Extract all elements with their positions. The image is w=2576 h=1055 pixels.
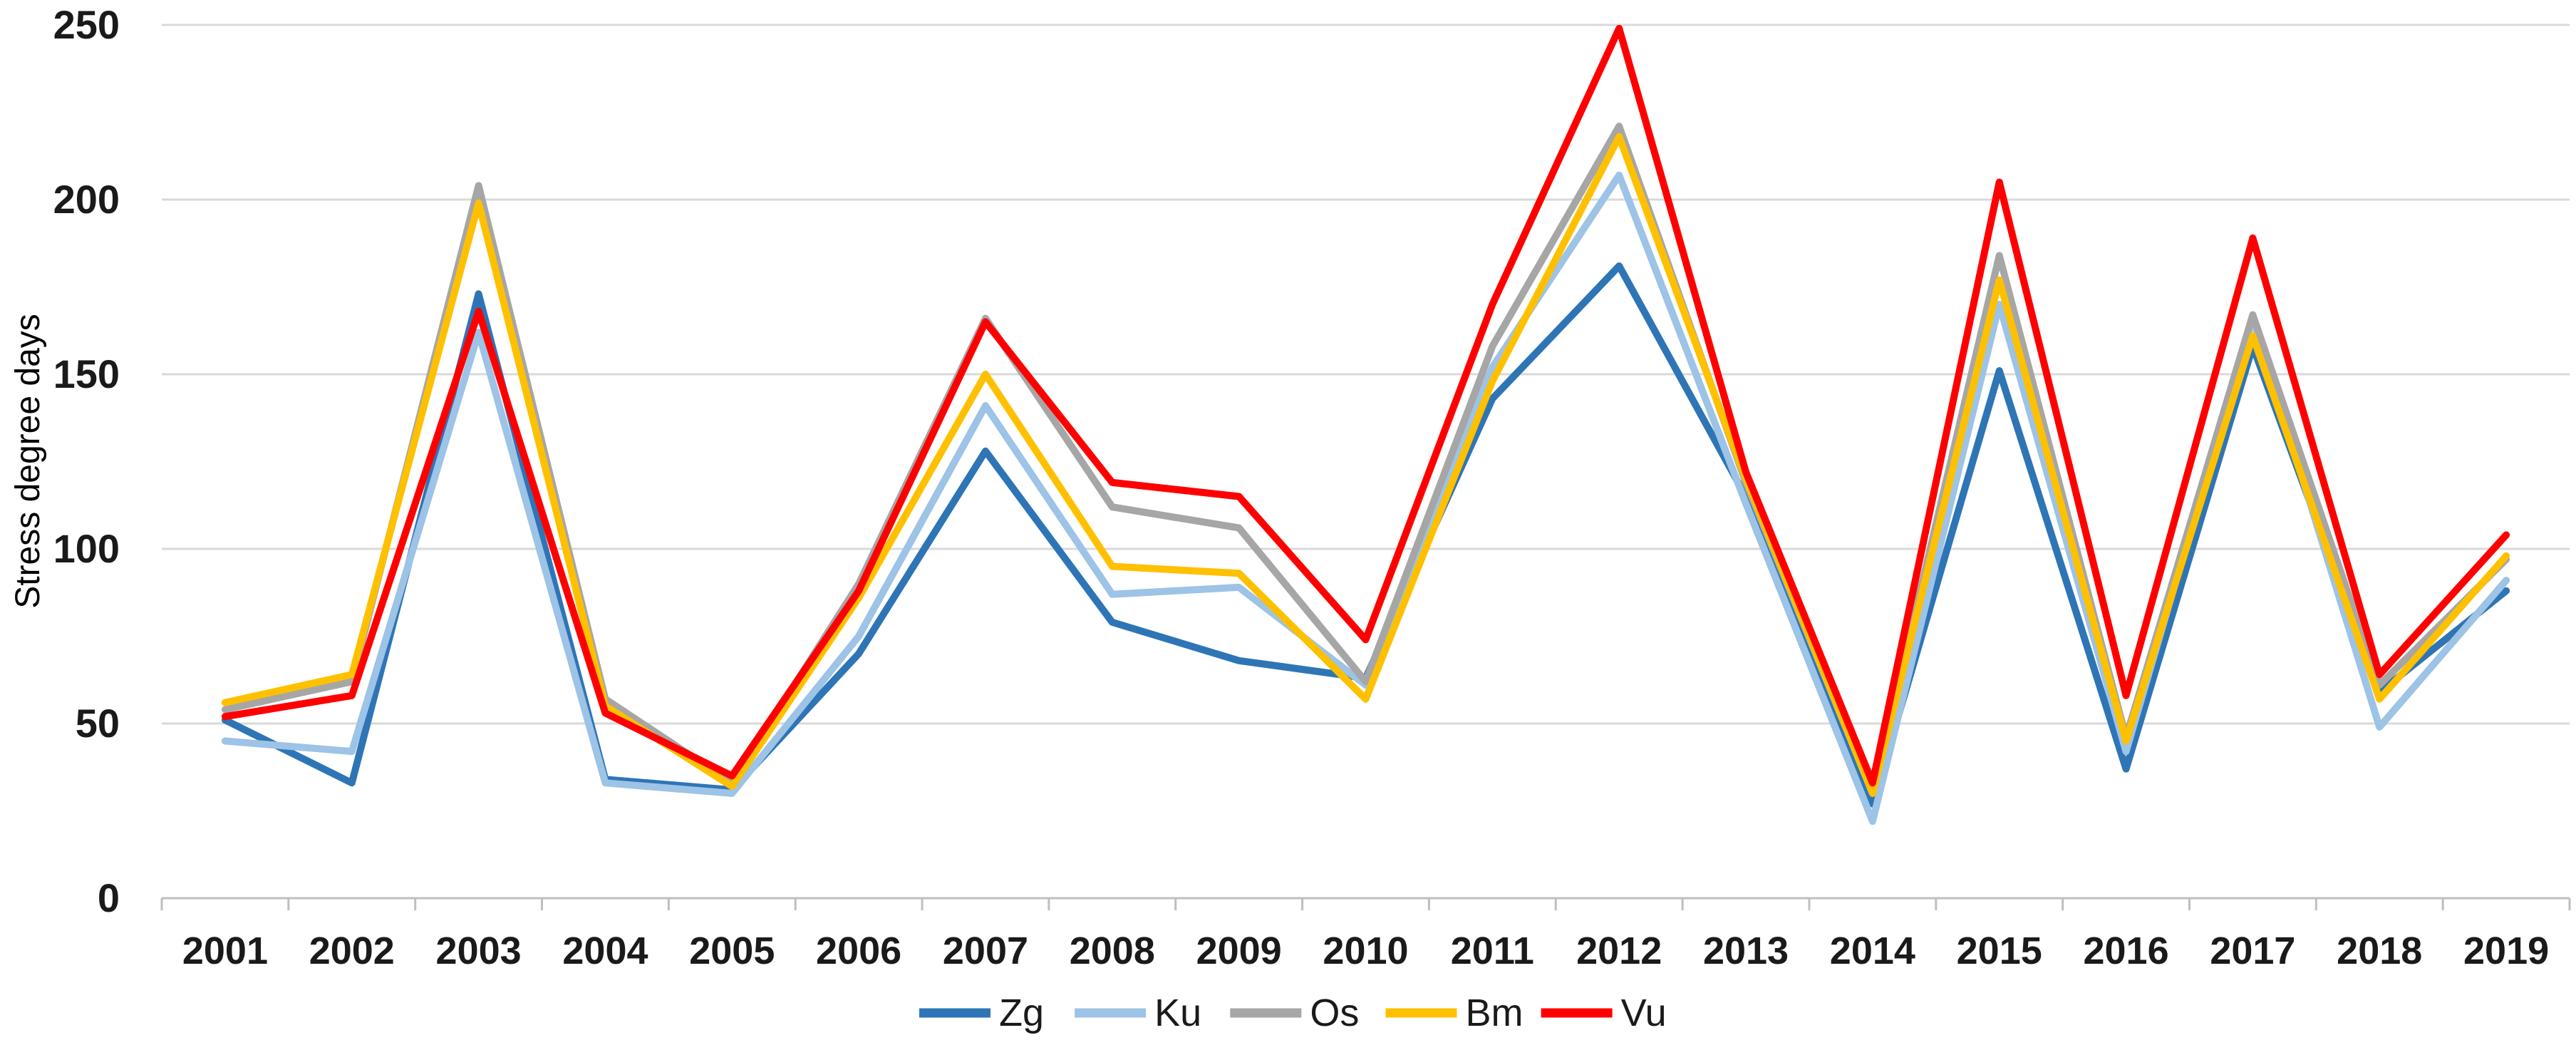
- x-tick-label-2002: 2002: [309, 930, 395, 972]
- y-tick-label-200: 200: [53, 177, 120, 222]
- legend-label-Zg: Zg: [999, 992, 1044, 1034]
- y-tick-label-50: 50: [76, 701, 120, 746]
- x-tick-label-2011: 2011: [1451, 930, 1534, 972]
- legend-label-Bm: Bm: [1465, 992, 1523, 1034]
- x-tick-label-2010: 2010: [1323, 930, 1408, 972]
- x-tick-label-2003: 2003: [436, 930, 522, 972]
- series-line-Vu: [221, 24, 2510, 787]
- legend-label-Ku: Ku: [1154, 992, 1201, 1034]
- legend-label-Os: Os: [1310, 992, 1359, 1034]
- x-tick-label-2012: 2012: [1576, 930, 1662, 972]
- x-tick-label-2008: 2008: [1070, 930, 1155, 972]
- x-tick-label-2007: 2007: [943, 930, 1028, 972]
- x-tick-label-2015: 2015: [1957, 930, 2042, 972]
- y-tick-label-100: 100: [53, 526, 120, 571]
- x-tick-label-2005: 2005: [689, 930, 775, 972]
- legend: Zg Ku Os Bm Vu: [919, 992, 1667, 1034]
- x-tick-labels: 2001 2002 2003 2004 2005 2006 2007 2008 2009 2010…: [182, 930, 2549, 972]
- y-tick-label-250: 250: [53, 2, 120, 47]
- axes: [160, 897, 2571, 910]
- series-line-Bm: [221, 133, 2510, 797]
- x-tick-label-2004: 2004: [562, 930, 648, 972]
- x-tick-label-2013: 2013: [1703, 930, 1789, 972]
- x-tick-label-2018: 2018: [2337, 930, 2422, 972]
- series-lines: [221, 24, 2510, 825]
- y-tick-labels: 0 50 100 150 200 250: [53, 2, 120, 920]
- x-tick-label-2017: 2017: [2210, 930, 2295, 972]
- x-tick-label-2016: 2016: [2083, 930, 2168, 972]
- x-tick-label-2009: 2009: [1196, 930, 1282, 972]
- legend-label-Vu: Vu: [1621, 992, 1667, 1034]
- x-tick-label-2014: 2014: [1830, 930, 1915, 972]
- x-tick-label-2019: 2019: [2463, 930, 2549, 972]
- x-tick-label-2001: 2001: [182, 930, 268, 972]
- y-tick-label-0: 0: [98, 875, 120, 920]
- x-tick-label-2006: 2006: [816, 930, 901, 972]
- y-axis-title: Stress degree days: [9, 314, 47, 609]
- y-tick-label-150: 150: [53, 351, 120, 396]
